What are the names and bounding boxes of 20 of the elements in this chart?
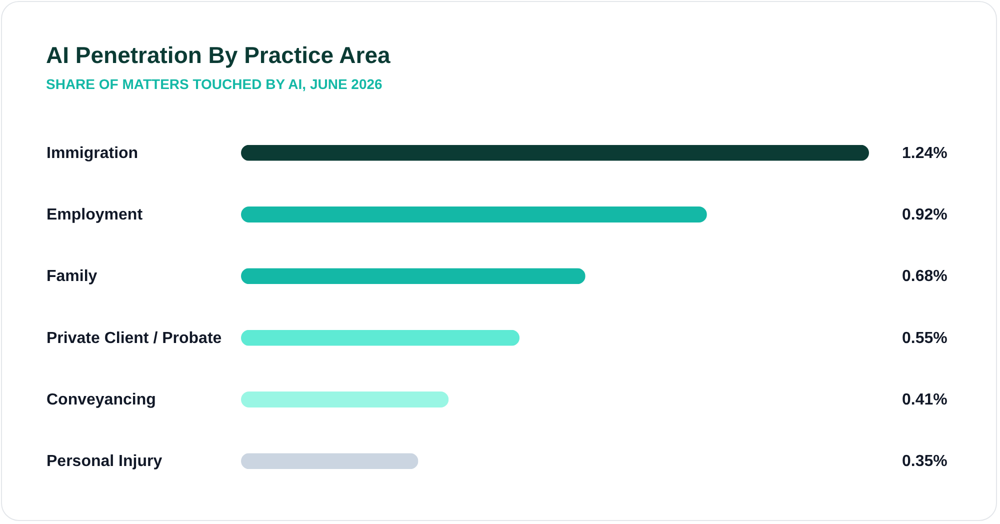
data-label: 0.41%: [902, 392, 948, 408]
y-tick-label: Family: [46, 268, 98, 286]
bar: [241, 453, 418, 470]
data-label: 1.24%: [902, 144, 948, 162]
bar: [241, 206, 707, 222]
y-tick-label: Employment: [46, 206, 144, 224]
data-label: 0.92%: [902, 206, 948, 224]
bar: [241, 392, 449, 408]
y-tick-label: Immigration: [46, 144, 138, 162]
y-tick-label: Personal Injury: [46, 453, 162, 470]
data-label: 0.35%: [902, 453, 948, 470]
y-tick-label: Conveyancing: [46, 392, 156, 408]
chart-title: AI Penetration By Practice Area: [46, 42, 390, 68]
bar: [241, 144, 869, 161]
chart-subtitle: SHARE OF MATTERS TOUCHED BY AI, JUNE 2026: [46, 76, 383, 92]
bar: [241, 268, 586, 284]
y-tick-label: Private Client / Probate: [46, 330, 222, 347]
data-label: 0.68%: [902, 268, 948, 286]
bar: [241, 330, 520, 346]
data-label: 0.55%: [902, 330, 948, 347]
